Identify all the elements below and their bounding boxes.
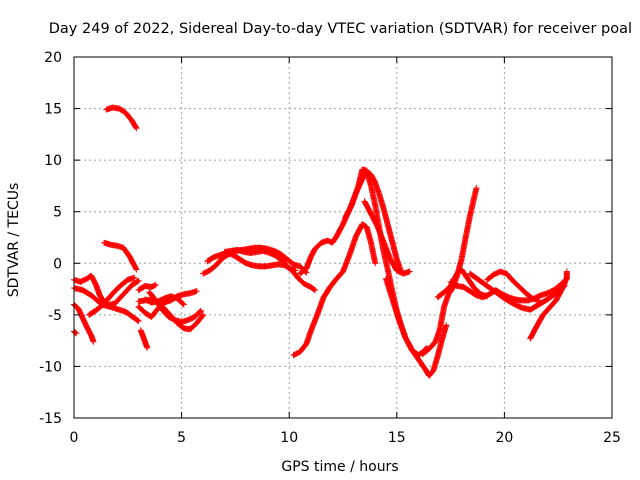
- y-axis-label: SDTVAR / TECUs: [6, 183, 22, 298]
- data-point-markers: [71, 328, 80, 337]
- data-series-s20: [361, 198, 413, 277]
- data-series-s5: [71, 301, 97, 345]
- data-series-s19: [290, 221, 379, 359]
- data-series-s13: [137, 327, 151, 351]
- data-series-s27: [527, 268, 570, 342]
- y-tick-label: -5: [48, 308, 62, 324]
- data-series-s21: [383, 275, 450, 379]
- x-axis-label: GPS time / hours: [281, 459, 398, 475]
- axis-ticks: 0 5 10 15 20 25 -15 -10 -5 0 5 10 15 20: [39, 50, 621, 446]
- data-point-markers: [221, 246, 299, 274]
- data-point-markers: [383, 275, 450, 379]
- y-tick-label: 0: [53, 256, 62, 272]
- y-tick-label: 5: [53, 205, 62, 221]
- grid-lines: [74, 57, 612, 418]
- y-tick-label: -15: [39, 411, 62, 427]
- data-point-markers: [467, 270, 568, 313]
- data-point-markers: [290, 221, 379, 359]
- data-point-markers: [135, 296, 207, 333]
- data-series-s8: [135, 281, 159, 294]
- chart-title: Day 249 of 2022, Sidereal Day-to-day VTE…: [49, 21, 632, 37]
- x-tick-label: 5: [177, 430, 186, 446]
- x-tick-label: 0: [70, 430, 79, 446]
- y-tick-label: 20: [44, 50, 62, 66]
- y-tick-label: -10: [39, 359, 62, 375]
- data-point-markers: [101, 239, 140, 273]
- plot-frame: [73, 56, 613, 419]
- x-tick-label: 25: [603, 430, 621, 446]
- data-series-s26: [484, 268, 542, 304]
- data-point-markers: [361, 198, 413, 277]
- y-tick-label: 15: [44, 102, 62, 118]
- y-tick-label: 10: [44, 153, 62, 169]
- data-point-markers: [484, 268, 542, 304]
- data-point-markers: [103, 104, 140, 132]
- data-point-markers: [71, 301, 97, 345]
- data-series-s6: [86, 274, 138, 318]
- data-series-s2: [101, 239, 140, 273]
- data-point-markers: [137, 327, 151, 351]
- data-series-s12: [135, 296, 207, 333]
- data-series-s18: [342, 166, 430, 359]
- x-tick-label: 15: [388, 430, 406, 446]
- data-series-s25: [467, 270, 568, 313]
- data-series-s7: [71, 328, 80, 337]
- data-series-s16: [221, 246, 299, 274]
- data-point-markers: [86, 274, 138, 318]
- data-point-markers: [342, 166, 430, 359]
- data-point-markers: [527, 268, 570, 342]
- data-series-s1: [103, 104, 140, 132]
- x-tick-label: 10: [280, 430, 298, 446]
- x-tick-label: 20: [495, 430, 513, 446]
- data-series: [71, 104, 570, 379]
- data-point-markers: [135, 281, 159, 294]
